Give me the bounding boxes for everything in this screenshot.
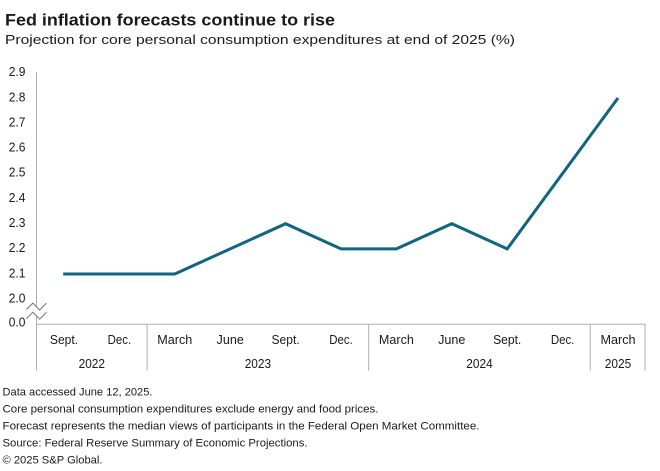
svg-text:0.0: 0.0 (9, 315, 26, 330)
svg-text:Source: Federal Reserve Summar: Source: Federal Reserve Summary of Econo… (3, 437, 308, 449)
svg-text:Forecast represents the median: Forecast represents the median views of … (3, 420, 480, 432)
svg-text:March: March (157, 332, 192, 347)
svg-text:2024: 2024 (466, 356, 492, 371)
svg-text:Dec.: Dec. (329, 332, 353, 347)
svg-text:March: March (379, 332, 414, 347)
svg-text:2025: 2025 (605, 356, 631, 371)
svg-text:Sept.: Sept. (493, 332, 521, 347)
svg-text:Dec.: Dec. (108, 332, 132, 347)
svg-text:2022: 2022 (79, 356, 105, 371)
svg-text:2.0: 2.0 (9, 290, 26, 305)
svg-text:2.5: 2.5 (9, 165, 26, 180)
svg-text:2.8: 2.8 (9, 89, 26, 104)
svg-text:2.7: 2.7 (9, 115, 26, 130)
svg-text:Sept.: Sept. (272, 332, 300, 347)
svg-text:June: June (217, 332, 244, 347)
svg-text:2.4: 2.4 (9, 190, 26, 205)
svg-text:Data accessed June 12, 2025.: Data accessed June 12, 2025. (3, 386, 153, 398)
svg-text:© 2025 S&P Global.: © 2025 S&P Global. (3, 454, 103, 466)
svg-text:Projection for core personal c: Projection for core personal consumption… (5, 32, 515, 47)
svg-text:Core personal consumption expe: Core personal consumption expenditures e… (3, 403, 379, 415)
svg-text:2023: 2023 (245, 356, 271, 371)
svg-text:Fed inflation forecasts contin: Fed inflation forecasts continue to rise (5, 11, 335, 30)
svg-text:Dec.: Dec. (551, 332, 575, 347)
svg-text:Sept.: Sept. (50, 332, 78, 347)
svg-text:2.1: 2.1 (9, 265, 26, 280)
svg-text:2.2: 2.2 (9, 240, 26, 255)
svg-text:June: June (438, 332, 465, 347)
svg-text:March: March (601, 332, 636, 347)
svg-text:2.6: 2.6 (9, 140, 26, 155)
svg-text:2.9: 2.9 (9, 64, 26, 79)
svg-text:2.3: 2.3 (9, 215, 26, 230)
